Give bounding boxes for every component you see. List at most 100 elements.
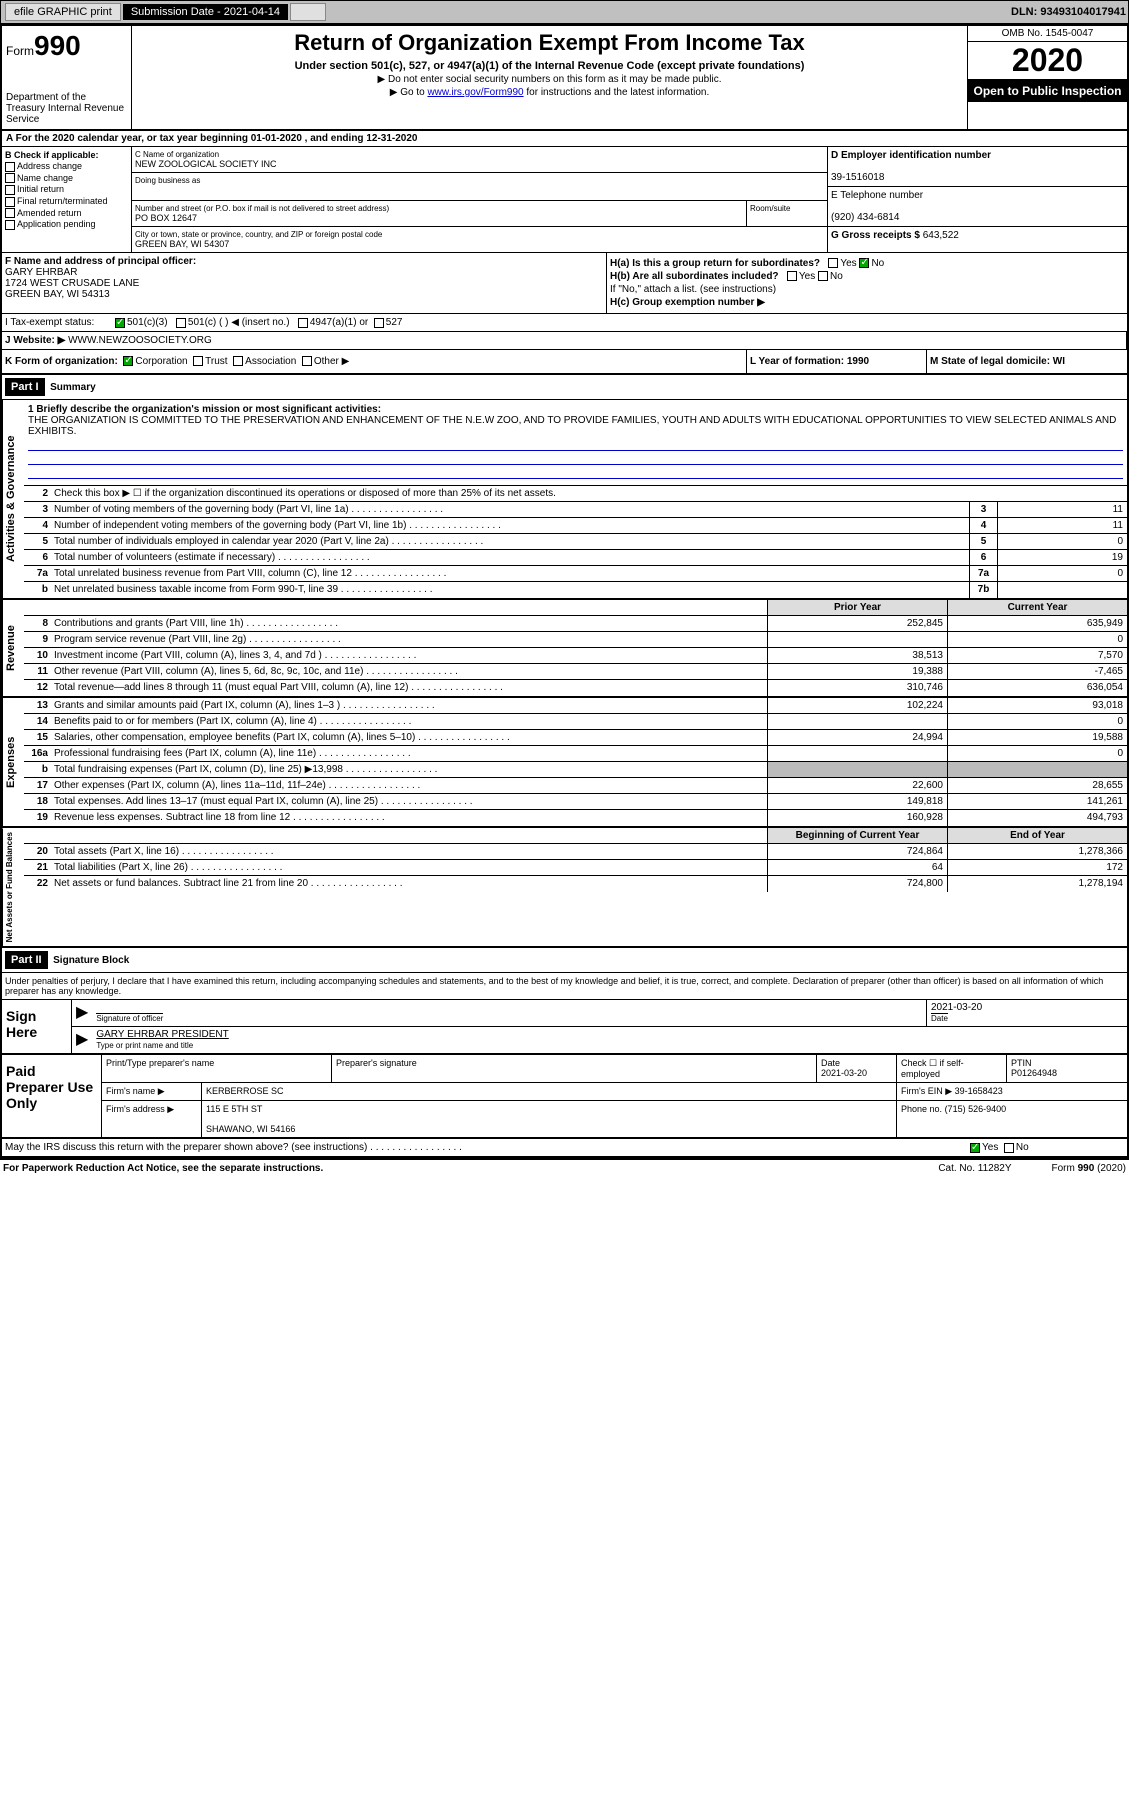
blank-line — [28, 467, 1123, 479]
tax-year: 2020 — [968, 42, 1127, 80]
firm-ein-label: Firm's EIN ▶ — [901, 1086, 952, 1096]
gross-receipts: 643,522 — [923, 230, 959, 241]
irs-link[interactable]: www.irs.gov/Form990 — [427, 87, 523, 98]
dept-label: Department of the Treasury Internal Reve… — [6, 92, 127, 125]
prep-date-label: Date — [821, 1058, 840, 1068]
table-row: 4Number of independent voting members of… — [24, 518, 1127, 534]
form-title: Return of Organization Exempt From Incom… — [136, 30, 963, 56]
row-a-period: A For the 2020 calendar year, or tax yea… — [2, 131, 1127, 147]
cb-amended[interactable]: Amended return — [5, 208, 128, 219]
cb-501c3[interactable] — [115, 318, 125, 328]
hb-note: If "No," attach a list. (see instruction… — [610, 284, 1124, 295]
c-label: C Name of organization — [135, 150, 824, 159]
table-row: 8Contributions and grants (Part VIII, li… — [24, 616, 1127, 632]
cb-corp[interactable] — [123, 356, 133, 366]
print-name-label: Type or print name and title — [96, 1041, 193, 1050]
date-label: Date — [931, 1013, 948, 1023]
part1-header: Part I Summary — [2, 375, 1127, 400]
l-year-formation: L Year of formation: 1990 — [747, 350, 927, 373]
prep-phone-label: Phone no. — [901, 1104, 942, 1114]
cb-final-return[interactable]: Final return/terminated — [5, 196, 128, 207]
firm-addr2: SHAWANO, WI 54166 — [206, 1124, 295, 1134]
cb-address-change[interactable]: Address change — [5, 161, 128, 172]
ptin: P01264948 — [1011, 1068, 1057, 1078]
table-row: bTotal fundraising expenses (Part IX, co… — [24, 762, 1127, 778]
vtab-governance: Activities & Governance — [2, 400, 24, 598]
arrow-icon: ▶ — [72, 1000, 92, 1026]
sig-date: 2021-03-20 — [931, 1002, 982, 1013]
cb-4947[interactable] — [298, 318, 308, 328]
sig-officer-label: Signature of officer — [96, 1013, 163, 1023]
k-row: K Form of organization: Corporation Trus… — [2, 350, 1127, 375]
table-row: 6Total number of volunteers (estimate if… — [24, 550, 1127, 566]
vtab-netassets: Net Assets or Fund Balances — [2, 828, 24, 946]
table-row: 10Investment income (Part VIII, column (… — [24, 648, 1127, 664]
hdr-prior: Prior Year — [767, 600, 947, 615]
open-to-public: Open to Public Inspection — [968, 80, 1127, 102]
table-row: 14Benefits paid to or for members (Part … — [24, 714, 1127, 730]
firm-name-label: Firm's name ▶ — [102, 1083, 202, 1100]
ein: 39-1516018 — [831, 172, 884, 183]
table-row: 5Total number of individuals employed in… — [24, 534, 1127, 550]
hb-question: H(b) Are all subordinates included? Yes … — [610, 271, 1124, 282]
cb-501c[interactable] — [176, 318, 186, 328]
cb-initial-return[interactable]: Initial return — [5, 184, 128, 195]
q2-text: Check this box ▶ ☐ if the organization d… — [52, 486, 1127, 501]
cb-527[interactable] — [374, 318, 384, 328]
prep-phone: (715) 526-9400 — [945, 1104, 1007, 1114]
table-row: 13Grants and similar amounts paid (Part … — [24, 698, 1127, 714]
blank-btn[interactable] — [290, 3, 326, 21]
cb-discuss-yes[interactable] — [970, 1143, 980, 1153]
d-label: D Employer identification number — [831, 150, 991, 161]
cb-name-change[interactable]: Name change — [5, 173, 128, 184]
g-label: G Gross receipts $ — [831, 230, 923, 241]
summary-revenue: Revenue Prior YearCurrent Year 8Contribu… — [2, 600, 1127, 698]
cb-other[interactable] — [302, 356, 312, 366]
prep-check-label: Check ☐ if self-employed — [897, 1055, 1007, 1082]
hdr-begin: Beginning of Current Year — [767, 828, 947, 843]
officer-name: GARY EHRBAR — [5, 267, 77, 278]
cb-app-pending[interactable]: Application pending — [5, 219, 128, 230]
table-row: 3Number of voting members of the governi… — [24, 502, 1127, 518]
officer-addr1: 1724 WEST CRUSADE LANE — [5, 278, 139, 289]
table-row: 18Total expenses. Add lines 13–17 (must … — [24, 794, 1127, 810]
cb-trust[interactable] — [193, 356, 203, 366]
part2-header: Part II Signature Block — [2, 948, 1127, 973]
col-b-checkboxes: B Check if applicable: Address change Na… — [2, 147, 132, 252]
k-label: K Form of organization: — [5, 356, 118, 367]
hdr-curr: Current Year — [947, 600, 1127, 615]
room-suite-label: Room/suite — [747, 201, 827, 226]
hc-question: H(c) Group exemption number ▶ — [610, 297, 1124, 308]
table-row: 16aProfessional fundraising fees (Part I… — [24, 746, 1127, 762]
cb-assoc[interactable] — [233, 356, 243, 366]
sig-declaration: Under penalties of perjury, I declare th… — [2, 973, 1127, 1000]
cb-discuss-no[interactable] — [1004, 1143, 1014, 1153]
table-row: 11Other revenue (Part VIII, column (A), … — [24, 664, 1127, 680]
signature-section: Under penalties of perjury, I declare th… — [2, 973, 1127, 1158]
org-name: NEW ZOOLOGICAL SOCIETY INC — [135, 159, 824, 169]
e-label: E Telephone number — [831, 190, 923, 201]
vtab-expenses: Expenses — [2, 698, 24, 826]
city-state-zip: GREEN BAY, WI 54307 — [135, 239, 824, 249]
dln: DLN: 93493104017941 — [1011, 6, 1126, 18]
table-row: 7aTotal unrelated business revenue from … — [24, 566, 1127, 582]
footer-catno: Cat. No. 11282Y — [938, 1163, 1011, 1174]
form-header: Form990 Department of the Treasury Inter… — [2, 26, 1127, 131]
efile-btn[interactable]: efile GRAPHIC print — [5, 3, 121, 21]
website-url: WWW.NEWZOOSOCIETY.ORG — [65, 335, 211, 346]
street-address: PO BOX 12647 — [135, 213, 743, 223]
table-row: 12Total revenue—add lines 8 through 11 (… — [24, 680, 1127, 696]
form-subtitle: Under section 501(c), 527, or 4947(a)(1)… — [136, 60, 963, 72]
table-row: 19Revenue less expenses. Subtract line 1… — [24, 810, 1127, 826]
firm-name: KERBERROSE SC — [202, 1083, 897, 1100]
table-row: 21Total liabilities (Part X, line 26)641… — [24, 860, 1127, 876]
m-domicile: M State of legal domicile: WI — [927, 350, 1127, 373]
city-label: City or town, state or province, country… — [135, 230, 824, 239]
table-row: 9Program service revenue (Part VIII, lin… — [24, 632, 1127, 648]
footer-paperwork: For Paperwork Reduction Act Notice, see … — [3, 1163, 323, 1174]
prep-date: 2021-03-20 — [821, 1068, 867, 1078]
hdr-end: End of Year — [947, 828, 1127, 843]
dba-label: Doing business as — [135, 176, 824, 185]
summary-expenses: Expenses 13Grants and similar amounts pa… — [2, 698, 1127, 828]
table-row: 22Net assets or fund balances. Subtract … — [24, 876, 1127, 892]
